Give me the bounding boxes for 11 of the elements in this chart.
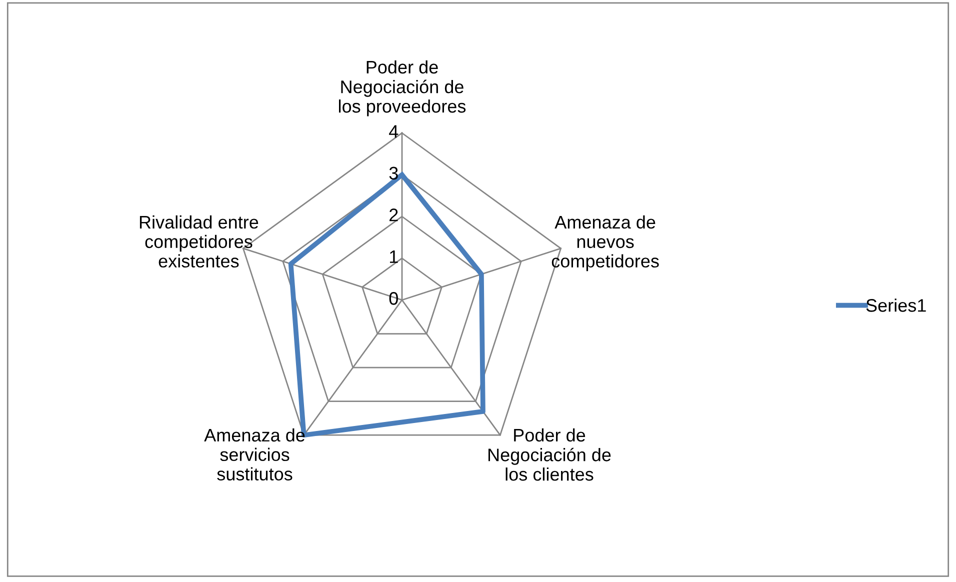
y-tick-label: 0 (389, 292, 398, 305)
spoke-label: Poder de Negociación de los clientes (488, 428, 611, 481)
spoke-label: Rivalidad entre competidores existentes (140, 215, 258, 268)
y-tick-label: 2 (390, 208, 398, 222)
y-tick-label: 4 (389, 125, 398, 138)
legend-label: Series1 (866, 298, 926, 312)
y-tick-label: 1 (390, 250, 398, 263)
spoke-label: Amenaza de nuevos competidores (552, 215, 659, 272)
spoke-label: Amenaza de servicios sustitutos (204, 428, 305, 481)
spoke-label: Poder de Negociación de los proveedores (338, 60, 466, 116)
y-tick-label: 3 (389, 166, 398, 180)
